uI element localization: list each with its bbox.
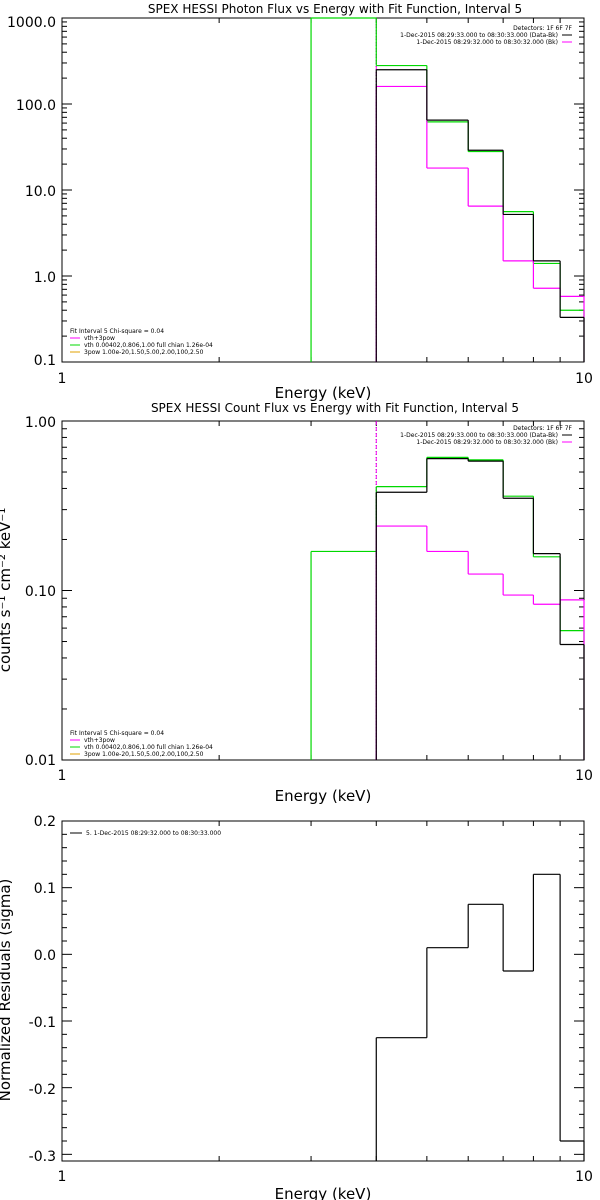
- x-axis-label: Energy (keV): [275, 384, 372, 402]
- x-tick-labels: 1 10: [58, 768, 593, 784]
- y-tick-labels: 0.2 0.1 0.0 -0.1 -0.2 -0.3: [29, 814, 56, 1165]
- series-data: [375, 458, 585, 760]
- y-tick-label: 0.1: [34, 881, 56, 897]
- y-tick-label: 0.01: [25, 753, 56, 769]
- plot-frame: [61, 17, 585, 363]
- plot-frame: [61, 820, 585, 1162]
- y-tick-label: 1.0: [34, 270, 56, 286]
- y-tick-label: 0.1: [34, 353, 56, 369]
- legend-data-label: 1-Dec-2015 08:29:33.000 to 08:30:33.000 …: [400, 432, 558, 439]
- y-tick-labels: 1000.0 100.0 10.0 1.0 0.1: [7, 15, 56, 369]
- y-axis-label: Normalized Residuals (sigma): [0, 879, 14, 1102]
- legend-pow-params: 3pow 1.00e-20,1.50,5.00,2.00,100,2.50: [84, 349, 204, 356]
- legend-top: 5. 1-Dec-2015 08:29:32.000 to 08:30:33.0…: [70, 830, 221, 837]
- x-tick-label: 1: [58, 768, 67, 784]
- x-tick-labels: 1 10: [58, 1169, 593, 1185]
- y-tick-label: -0.2: [29, 1082, 56, 1098]
- legend-bk-label: 1-Dec-2015 08:29:32.000 to 08:30:32.000 …: [416, 39, 558, 46]
- x-tick-label: 1: [58, 1169, 67, 1185]
- legend-fit-info: Fit Interval 5 Chi-square = 0.04: [70, 730, 164, 737]
- y-tick-label: 0.0: [34, 948, 56, 964]
- legend-detectors: Detectors: 1F 6F 7F: [513, 425, 572, 432]
- x-tick-label: 10: [575, 1169, 593, 1185]
- x-tick-label: 10: [575, 768, 593, 784]
- x-tick-label: 1: [58, 371, 67, 387]
- series-data: [375, 873, 585, 1161]
- legend-top: Detectors: 1F 6F 7F 1-Dec-2015 08:29:33.…: [400, 25, 572, 46]
- plot-area: [61, 17, 585, 363]
- legend-fit-info: Fit Interval 5 Chi-square = 0.04: [70, 328, 164, 335]
- y-tick-label: 0.10: [25, 584, 56, 600]
- series-bk: [375, 85, 585, 362]
- series-bk: [375, 525, 585, 760]
- residuals-chart: 0.2 0.1 0.0 -0.1 -0.2 -0.3 1 10 Energy (…: [0, 814, 593, 1200]
- y-tick-label: 1.00: [25, 415, 56, 431]
- legend-bk-label: 1-Dec-2015 08:29:32.000 to 08:30:32.000 …: [416, 439, 558, 446]
- legend-data-label: 1-Dec-2015 08:29:33.000 to 08:30:33.000 …: [400, 32, 558, 39]
- count-flux-chart: SPEX HESSI Count Flux vs Energy with Fit…: [0, 401, 593, 805]
- y-axis-label: counts s⁻¹ cm⁻² keV⁻¹: [0, 508, 14, 673]
- legend-data-label: 5. 1-Dec-2015 08:29:32.000 to 08:30:33.0…: [86, 830, 221, 837]
- x-tick-label: 10: [575, 371, 593, 387]
- y-tick-labels: 1.00 0.10 0.01: [25, 415, 56, 769]
- x-tick-labels: 1 10: [58, 371, 593, 387]
- legend-top: Detectors: 1F 6F 7F 1-Dec-2015 08:29:33.…: [400, 425, 572, 446]
- y-tick-label: -0.1: [29, 1015, 56, 1031]
- series-fit: [310, 17, 585, 362]
- photon-flux-chart: SPEX HESSI Photon Flux vs Energy with Fi…: [7, 2, 593, 402]
- y-tick-label: 10.0: [25, 184, 56, 200]
- x-axis-label: Energy (keV): [275, 1185, 372, 1200]
- legend-bottom: Fit Interval 5 Chi-square = 0.04 vth+3po…: [70, 730, 213, 758]
- legend-pow-params: 3pow 1.00e-20,1.50,5.00,2.00,100,2.50: [84, 751, 204, 758]
- chart-title: SPEX HESSI Photon Flux vs Energy with Fi…: [148, 2, 522, 16]
- legend-vth-params: vth 0.00402,0.806,1.00 full chian 1.26e-…: [84, 342, 213, 349]
- legend-vth-params: vth 0.00402,0.806,1.00 full chian 1.26e-…: [84, 744, 213, 751]
- y-tick-label: 1000.0: [7, 15, 56, 31]
- chart-title: SPEX HESSI Count Flux vs Energy with Fit…: [151, 401, 519, 415]
- legend-bottom: Fit Interval 5 Chi-square = 0.04 vth+3po…: [70, 328, 213, 356]
- plot-frame: [61, 420, 585, 761]
- plot-area: [61, 820, 585, 1161]
- series-data: [375, 69, 585, 362]
- legend-detectors: Detectors: 1F 6F 7F: [513, 25, 572, 32]
- x-axis-label: Energy (keV): [275, 787, 372, 805]
- plot-area: [61, 420, 585, 761]
- legend-fit-name: vth+3pow: [84, 335, 115, 342]
- y-tick-label: 0.2: [34, 814, 56, 830]
- legend-fit-name: vth+3pow: [84, 737, 115, 744]
- series-fit: [310, 456, 585, 760]
- y-tick-label: -0.3: [29, 1149, 56, 1165]
- y-tick-label: 100.0: [16, 98, 56, 114]
